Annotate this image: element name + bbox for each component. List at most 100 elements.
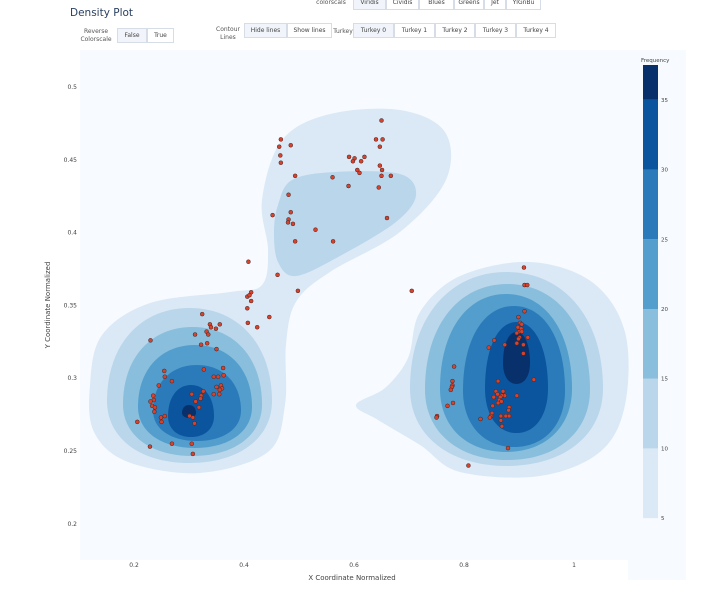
data-point	[499, 423, 505, 429]
data-point	[288, 142, 293, 148]
reverse-label-line2: Colorscale	[80, 36, 112, 43]
x-tick-label: 1	[572, 562, 576, 569]
colorscale-button-jet[interactable]: Jet	[484, 0, 506, 10]
colorbar-tick-label: 35	[661, 98, 668, 104]
data-point	[514, 330, 520, 336]
data-point	[278, 137, 284, 142]
data-point	[495, 400, 501, 406]
data-point	[275, 272, 280, 278]
colorscale-button-viridis[interactable]: Viridis	[353, 0, 386, 10]
colorbar-segment	[643, 309, 658, 379]
data-point	[506, 413, 512, 419]
data-point	[290, 221, 296, 227]
colorscale-button-ylgnbu[interactable]: YlGnBu	[506, 0, 541, 10]
colorbar-segment	[643, 99, 658, 170]
data-point	[516, 314, 521, 320]
data-point	[495, 391, 500, 397]
data-point	[285, 220, 291, 225]
turkey-label: Turkey	[333, 28, 353, 35]
data-point	[292, 239, 298, 244]
contour-label-line2: Lines	[220, 34, 236, 41]
contour-lines-label: Contour Lines	[212, 26, 244, 42]
contour-layer	[89, 108, 629, 478]
data-point	[152, 409, 157, 414]
show-lines-button[interactable]: Show lines	[287, 23, 332, 38]
contour-middle-level-2	[274, 171, 417, 277]
data-point	[206, 332, 211, 337]
data-point	[217, 391, 222, 397]
data-point	[376, 185, 381, 190]
data-point	[198, 342, 204, 347]
turkey-button-turkey-2[interactable]: Turkey 2	[435, 23, 475, 38]
colorbar-segment	[643, 518, 658, 553]
data-point	[169, 441, 175, 446]
data-point	[208, 324, 214, 330]
turkey-button-turkey-4[interactable]: Turkey 4	[516, 23, 556, 38]
data-point	[525, 282, 530, 288]
data-point	[379, 118, 384, 123]
colorscale-button-greens[interactable]: Greens	[454, 0, 484, 10]
x-tick-label: 0.8	[459, 562, 469, 569]
page-title: Density Plot	[70, 7, 134, 19]
data-point	[193, 399, 198, 404]
data-point	[245, 320, 251, 326]
reverse-label-line1: Reverse	[83, 28, 109, 35]
data-point	[466, 463, 471, 468]
data-point	[211, 391, 216, 397]
data-point	[220, 365, 226, 371]
data-point	[215, 374, 221, 379]
data-point	[521, 265, 527, 270]
y-tick-label: 0.25	[64, 448, 78, 455]
data-point	[384, 215, 390, 221]
data-point	[450, 400, 456, 406]
data-point	[388, 173, 394, 179]
colorscale-button-cividis[interactable]: Cividis	[386, 0, 419, 10]
turkey-button-turkey-3[interactable]: Turkey 3	[475, 23, 516, 38]
data-point	[379, 167, 385, 173]
data-point	[162, 374, 168, 379]
data-point	[451, 364, 457, 369]
data-point	[521, 351, 526, 356]
y-tick-label: 0.35	[64, 302, 78, 309]
y-tick-label: 0.45	[64, 157, 78, 164]
data-point	[148, 338, 153, 343]
data-point	[362, 154, 367, 160]
data-point	[522, 308, 527, 314]
turkey-button-turkey-1[interactable]: Turkey 1	[394, 23, 435, 38]
data-point	[498, 418, 504, 423]
reverse-colorscale-label: Reverse Colorscale	[76, 28, 116, 44]
data-point	[248, 298, 254, 304]
data-point	[380, 137, 385, 142]
data-point	[505, 445, 511, 451]
x-tick-label: 0.6	[349, 562, 359, 569]
data-point	[190, 415, 196, 420]
colorbar-segment	[643, 65, 658, 100]
reverse-true-button[interactable]: True	[147, 28, 174, 43]
data-point	[525, 335, 531, 340]
data-point	[514, 393, 520, 398]
data-point	[521, 342, 526, 347]
turkey-button-turkey-0[interactable]: Turkey 0	[353, 23, 394, 38]
data-point	[409, 288, 414, 294]
data-point	[192, 332, 198, 337]
hide-lines-button[interactable]: Hide lines	[244, 23, 287, 38]
data-point	[491, 394, 496, 400]
data-point	[478, 416, 483, 422]
data-point	[350, 159, 356, 164]
data-point	[286, 192, 291, 197]
data-point	[330, 239, 336, 244]
data-point	[201, 389, 206, 394]
colorscale-button-blues[interactable]: Blues	[419, 0, 454, 10]
data-point	[156, 383, 161, 388]
data-point	[247, 292, 252, 298]
y-axis-title: Y Coordinate Normalized	[44, 262, 52, 350]
data-point	[502, 342, 507, 347]
y-tick-label: 0.5	[67, 84, 77, 91]
data-point	[278, 153, 283, 158]
data-point	[346, 154, 352, 160]
reverse-false-button[interactable]: False	[117, 28, 147, 43]
data-point	[151, 393, 156, 398]
data-point	[159, 419, 164, 425]
data-point	[211, 374, 216, 379]
